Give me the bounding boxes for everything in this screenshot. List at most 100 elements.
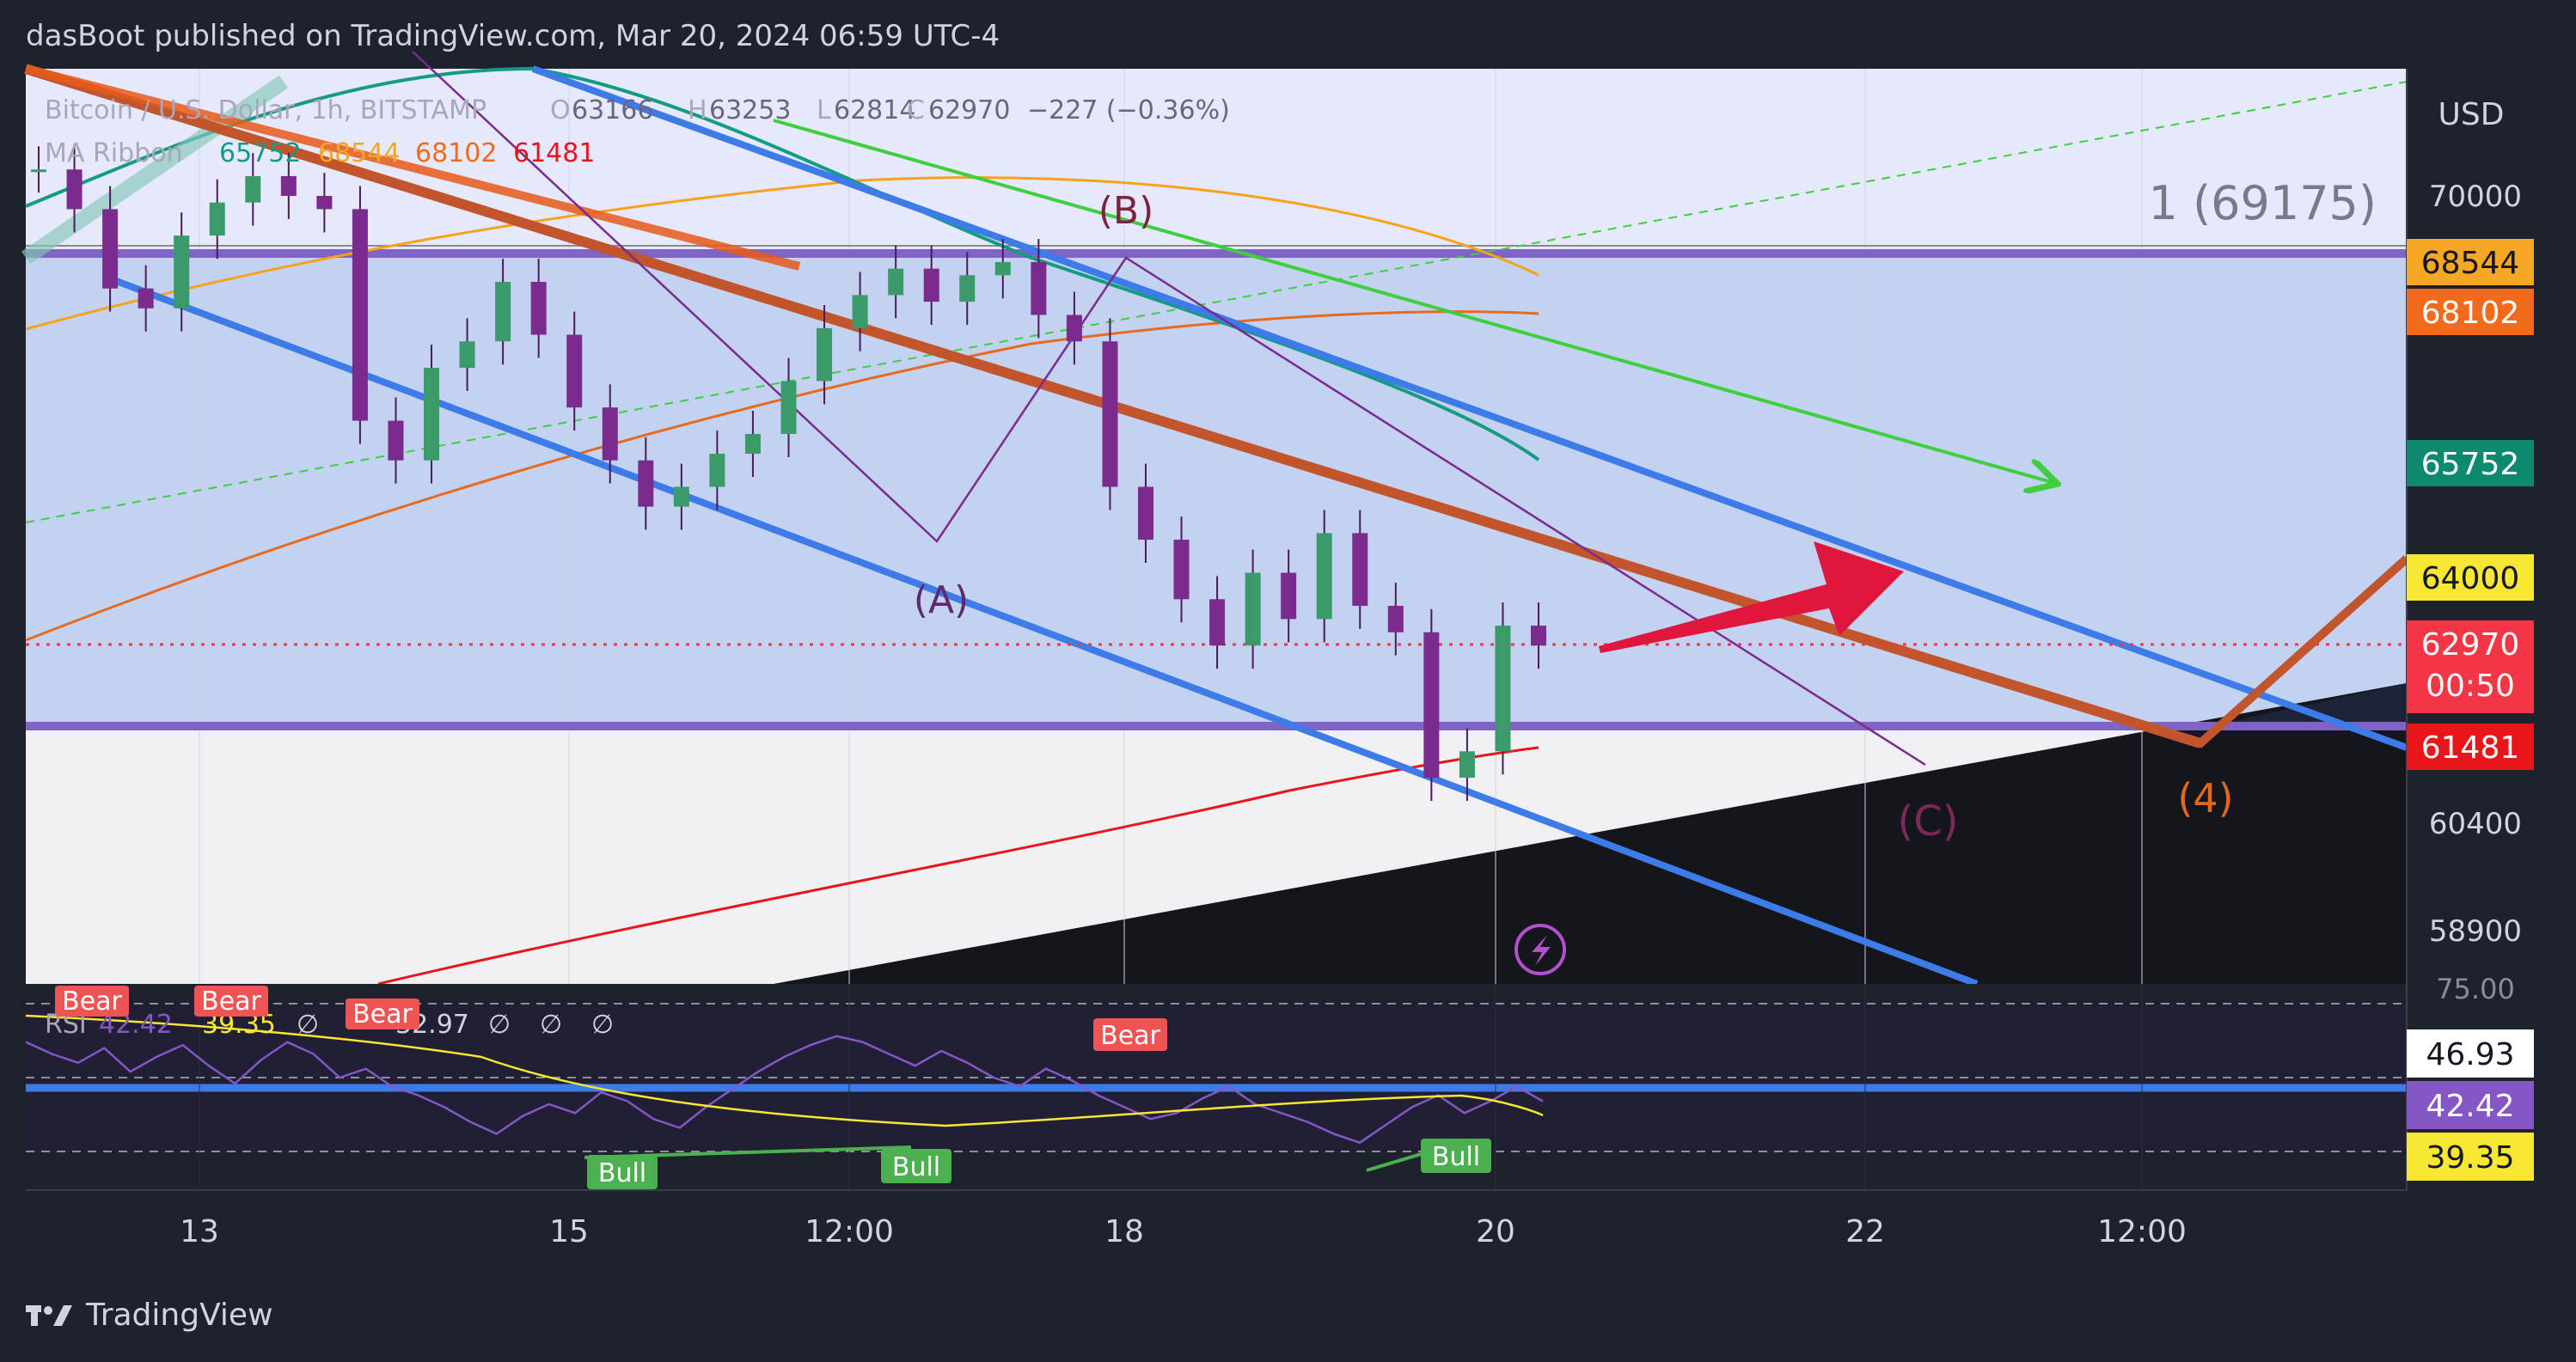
green-arrow[interactable] xyxy=(773,119,2054,483)
candle-body xyxy=(530,282,547,335)
rsi-ma-line xyxy=(25,1014,1544,1127)
candle-body xyxy=(1137,486,1153,541)
legend-close: 62970 xyxy=(928,95,1010,125)
rsi-signals: Bear Bear Bear Bear Bull Bull Bull xyxy=(55,986,1491,1189)
rsi-badge-46-bg xyxy=(2407,1029,2534,1078)
rsi-line xyxy=(25,1035,1544,1145)
wave-4-path[interactable] xyxy=(2130,555,2410,748)
bull-signal-3: Bull xyxy=(1432,1142,1480,1172)
badge-64000-bg xyxy=(2407,554,2534,601)
bull-signal-2: Bull xyxy=(892,1152,940,1182)
candle-body xyxy=(245,175,261,203)
rsi-na-3: ∅ xyxy=(540,1010,562,1040)
wave-label-4: (4) xyxy=(2177,775,2233,821)
badge-62970-bg xyxy=(2407,620,2534,713)
ma-line-65752 xyxy=(25,66,1540,461)
legend-symbol: Bitcoin / U.S. Dollar, 1h, BITSTAMP xyxy=(45,95,486,125)
wave-label-a: (A) xyxy=(914,578,969,622)
bear-signal-2: Bear xyxy=(201,986,261,1017)
bear-signal-3: Bear xyxy=(352,999,413,1029)
publisher-header: dasBoot published on TradingView.com, Ma… xyxy=(26,19,1000,53)
candle-body xyxy=(994,261,1011,276)
x-ticks: 13 15 12:00 18 20 22 12:00 xyxy=(180,1214,2187,1249)
candle-body xyxy=(673,486,689,507)
time-axis[interactable] xyxy=(26,1190,2407,1269)
candle-body xyxy=(280,175,297,196)
y-tick-60400: 60400 xyxy=(2429,807,2522,841)
green-dashed-trendline[interactable] xyxy=(25,81,2408,523)
x-tick-1200-b: 12:00 xyxy=(2097,1214,2187,1249)
candle-body xyxy=(602,407,618,461)
legend-open-label: O xyxy=(550,95,571,125)
candle-body xyxy=(1281,572,1297,620)
rsi-na-1: ∅ xyxy=(297,1010,319,1040)
blue-channel-lower[interactable] xyxy=(110,276,1979,987)
candle-body xyxy=(1316,533,1332,620)
candle-body xyxy=(1031,261,1047,315)
candles xyxy=(31,146,1546,801)
lightning-alert-icon[interactable] xyxy=(1514,924,1566,975)
bear-signal-1: Bear xyxy=(62,986,122,1017)
candle-body xyxy=(923,268,939,302)
ma-line-68102 xyxy=(25,310,1539,642)
legend-ma-name: MA Ribbon xyxy=(45,138,183,168)
red-arrow[interactable] xyxy=(1599,541,1904,653)
candle-body xyxy=(1173,540,1190,600)
legend-low: 62814 xyxy=(834,95,915,125)
x-tick-20: 20 xyxy=(1476,1214,1515,1249)
tradingview-footer[interactable]: TradingView xyxy=(26,1298,273,1333)
candle-body xyxy=(495,282,511,342)
candle-body xyxy=(1245,572,1261,646)
wave-label-c: (C) xyxy=(1898,797,1959,846)
fib-level-label: 1 (69175) xyxy=(2149,176,2377,230)
wave-abc-path[interactable] xyxy=(412,51,1926,767)
candle-body xyxy=(1531,626,1546,646)
badge-65752: 65752 xyxy=(2421,447,2520,482)
bull-badge-bg xyxy=(881,1149,951,1183)
candle-body xyxy=(459,341,475,369)
candle-body xyxy=(566,334,583,408)
currency-label[interactable]: USD xyxy=(2438,97,2505,132)
rsi-grid xyxy=(199,984,2143,1190)
badge-62970: 62970 xyxy=(2421,627,2520,663)
candle-body xyxy=(138,288,154,308)
legend-high-label: H xyxy=(688,95,707,125)
blue-channel-upper[interactable] xyxy=(531,65,2408,751)
bull-signal-1: Bull xyxy=(598,1158,646,1188)
candle-body xyxy=(1423,632,1440,779)
legend-ma-2: 68544 xyxy=(318,138,400,168)
candle-body xyxy=(388,420,404,461)
candle-body xyxy=(1387,606,1404,632)
badge-68102: 68102 xyxy=(2421,296,2520,331)
legend-ma-4: 61481 xyxy=(513,138,595,168)
candle-body xyxy=(31,169,46,173)
rsi-badge-39: 39.35 xyxy=(2426,1140,2514,1176)
rsi-tick-75: 75.00 xyxy=(2436,973,2515,1005)
badge-68544: 68544 xyxy=(2421,246,2520,281)
badge-61481-bg xyxy=(2407,724,2534,770)
x-tick-22: 22 xyxy=(1845,1214,1885,1249)
candle-body xyxy=(1066,315,1082,342)
rsi-badge-42: 42.42 xyxy=(2426,1089,2514,1124)
bear-badge-bg xyxy=(346,999,419,1029)
x-tick-13: 13 xyxy=(180,1214,219,1249)
legend-low-label: L xyxy=(817,95,831,125)
badge-68544-bg xyxy=(2407,239,2534,285)
candle-body xyxy=(817,327,833,382)
candle-body xyxy=(709,454,725,487)
x-tick-1200-a: 12:00 xyxy=(805,1214,894,1249)
legend: Bitcoin / U.S. Dollar, 1h, BITSTAMP O 63… xyxy=(45,95,1230,168)
badge-68102-bg xyxy=(2407,289,2534,335)
candle-body xyxy=(352,209,368,421)
candle-body xyxy=(638,460,654,507)
candle-body xyxy=(102,209,119,289)
legend-change: −227 (−0.36%) xyxy=(1027,95,1230,125)
wave-label-b: (B) xyxy=(1098,189,1154,233)
bear-signal-4: Bear xyxy=(1100,1021,1160,1051)
candle-body xyxy=(1352,533,1368,607)
candle-body xyxy=(744,433,761,455)
tradingview-logo-icon xyxy=(26,1304,72,1326)
legend-ma-1: 65752 xyxy=(219,138,301,168)
candle-body xyxy=(66,169,83,210)
